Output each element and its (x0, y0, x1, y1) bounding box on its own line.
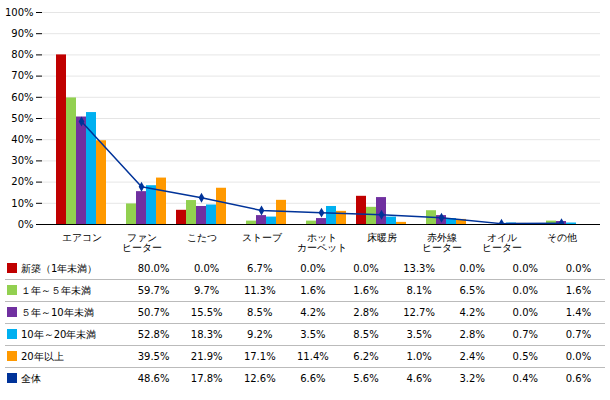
html-text:48.6%: 48.6% (137, 373, 170, 384)
html-text:５年～10年未満: ５年～10年未満 (21, 306, 94, 318)
html-text:8.5%: 8.5% (247, 307, 273, 318)
html-text:8.5%: 8.5% (353, 329, 379, 340)
html-text:0.0%: 0.0% (512, 307, 538, 318)
svg-text:90%: 90% (11, 28, 33, 39)
html-text:0.0%: 0.0% (459, 263, 485, 274)
html-text:8.1%: 8.1% (406, 285, 432, 296)
html-text:11.3%: 11.3% (243, 285, 276, 296)
html-text:3.2%: 3.2% (459, 373, 485, 384)
html-text:0.4%: 0.4% (512, 373, 538, 384)
html-text:21.9%: 21.9% (190, 351, 223, 362)
html-text:1.4%: 1.4% (565, 307, 592, 318)
html-text:3.5%: 3.5% (300, 329, 326, 340)
html-text:5.6%: 5.6% (353, 373, 379, 384)
html-text:6.2%: 6.2% (353, 351, 379, 362)
html-text:18.3%: 18.3% (190, 329, 223, 340)
html-text:12.6%: 12.6% (243, 373, 276, 384)
svg-text:ストーブ: ストーブ (242, 232, 283, 243)
svg-text:30%: 30% (11, 155, 33, 166)
html-text:4.2%: 4.2% (459, 307, 485, 318)
html-text:1.6%: 1.6% (565, 285, 592, 296)
svg-text:20%: 20% (11, 176, 33, 187)
html-text:15.5%: 15.5% (190, 307, 223, 318)
html-text:4.6%: 4.6% (406, 373, 432, 384)
svg-text:ホットカーペット: ホットカーペット (297, 232, 347, 253)
svg-text:40%: 40% (11, 134, 33, 145)
svg-text:オイルヒーター: オイルヒーター (482, 232, 522, 253)
html-text:52.8%: 52.8% (137, 329, 170, 340)
html-text:9.7%: 9.7% (194, 285, 220, 296)
svg-text:エアコン: エアコン (62, 232, 102, 243)
svg-text:80%: 80% (11, 49, 33, 60)
html-text:17.8%: 17.8% (190, 373, 223, 384)
svg-text:0%: 0% (18, 219, 34, 230)
svg-text:70%: 70% (11, 70, 33, 81)
html-text:0.7%: 0.7% (565, 329, 592, 340)
html-text:2.8%: 2.8% (459, 329, 485, 340)
html-text:0.0%: 0.0% (565, 351, 592, 362)
html-text:6.7%: 6.7% (247, 263, 273, 274)
svg-text:床暖房: 床暖房 (367, 232, 397, 243)
html-text:0.6%: 0.6% (565, 373, 592, 384)
html-text:0.0%: 0.0% (512, 263, 538, 274)
html-text:6.5%: 6.5% (459, 285, 485, 296)
svg-text:ファンヒーター: ファンヒーター (122, 232, 162, 253)
html-text:10年～20年未満: 10年～20年未満 (21, 328, 97, 340)
html-text:20年以上: 20年以上 (21, 350, 64, 362)
html-text:0.0%: 0.0% (565, 263, 592, 274)
svg-text:赤外線ヒーター: 赤外線ヒーター (422, 232, 462, 253)
svg-text:こたつ: こたつ (187, 232, 217, 243)
svg-text:60%: 60% (11, 92, 33, 103)
html-text:2.4%: 2.4% (459, 351, 485, 362)
html-text:0.0%: 0.0% (194, 263, 220, 274)
html-text:17.1%: 17.1% (243, 351, 276, 362)
svg-text:100%: 100% (5, 7, 34, 18)
html-text:0.7%: 0.7% (512, 329, 538, 340)
html-text:0.0%: 0.0% (353, 263, 379, 274)
html-text:全体: 全体 (21, 372, 41, 384)
html-text:1.6%: 1.6% (353, 285, 379, 296)
html-text:13.3%: 13.3% (403, 263, 435, 274)
html-text:1.0%: 1.0% (406, 351, 432, 362)
html-text:12.7%: 12.7% (403, 307, 435, 318)
html-text:39.5%: 39.5% (137, 351, 170, 362)
svg-text:10%: 10% (11, 198, 33, 209)
html-text:3.5%: 3.5% (406, 329, 432, 340)
html-text:4.2%: 4.2% (300, 307, 326, 318)
html-text:１年～５年未満: １年～５年未満 (21, 284, 91, 296)
svg-text:50%: 50% (11, 113, 33, 124)
html-text:0.0%: 0.0% (512, 285, 538, 296)
html-text:50.7%: 50.7% (137, 307, 170, 318)
html-text:2.8%: 2.8% (353, 307, 379, 318)
html-text:1.6%: 1.6% (300, 285, 326, 296)
html-text:11.4%: 11.4% (297, 351, 329, 362)
html-text:0.0%: 0.0% (300, 263, 326, 274)
html-text:0.5%: 0.5% (512, 351, 538, 362)
html-text:80.0%: 80.0% (137, 263, 170, 274)
html-text:59.7%: 59.7% (137, 285, 170, 296)
html-text:9.2%: 9.2% (247, 329, 273, 340)
html-text:6.6%: 6.6% (300, 373, 326, 384)
html-text:新築（1年未満）: 新築（1年未満） (21, 262, 98, 274)
svg-text:その他: その他 (547, 232, 577, 243)
